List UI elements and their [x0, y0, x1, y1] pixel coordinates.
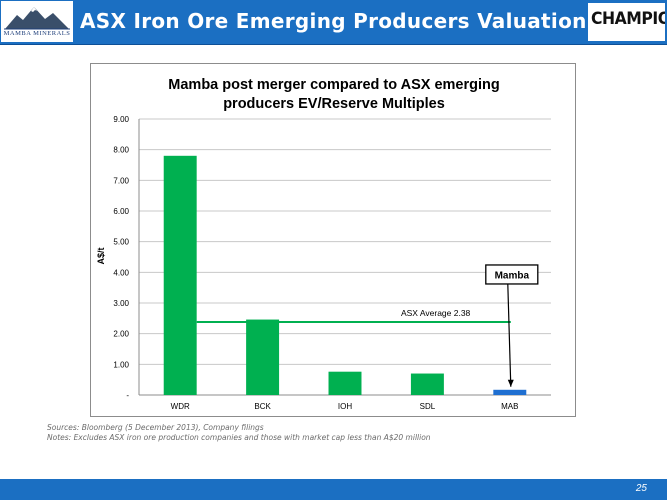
bars [163, 155, 527, 395]
callout-arrow-line [507, 283, 512, 387]
bar-ioh [328, 371, 362, 395]
y-tick-label: 4.00 [113, 268, 129, 277]
x-tick-label: BCK [254, 402, 271, 411]
callout-box [485, 264, 539, 285]
bar-mab [493, 389, 527, 395]
sources-notes: Sources: Bloomberg (5 December 2013), Co… [47, 423, 431, 443]
sources-text: Sources: Bloomberg (5 December 2013), Co… [47, 423, 264, 432]
chart-frame: Mamba post merger compared to ASX emergi… [90, 63, 576, 417]
mountain-logo-icon [4, 7, 70, 30]
bar-sdl [410, 373, 444, 395]
callout-arrow-head-icon [507, 379, 514, 387]
x-tick-label: IOH [338, 402, 352, 411]
y-axis-label: A$/t [96, 247, 106, 264]
mamba-minerals-logo: MAMBA MINERALS [1, 1, 73, 42]
reference-line-group: ASX Average 2.38 [196, 308, 511, 324]
gridlines [139, 118, 551, 365]
callout-group: Mamba [485, 264, 539, 387]
page-title: ASX Iron Ore Emerging Producers Valuatio… [80, 9, 587, 33]
y-tick-label: 9.00 [113, 115, 129, 124]
notes-text: Notes: Excludes ASX iron ore production … [47, 433, 431, 442]
mamba-minerals-logo-text: MAMBA MINERALS [3, 30, 71, 37]
x-tick-label: SDL [420, 402, 436, 411]
y-tick-label: 1.00 [113, 360, 129, 369]
y-tick-label: 8.00 [113, 146, 129, 155]
bar-bck [246, 319, 280, 395]
page-number: 25 [635, 483, 647, 494]
ev-reserve-bar-chart: Mamba post merger compared to ASX emergi… [96, 77, 551, 411]
champion-logo: CHAMPION [588, 3, 665, 41]
x-tick-label: WDR [171, 402, 190, 411]
y-tick-label: - [126, 391, 129, 400]
y-tick-label: 6.00 [113, 207, 129, 216]
bar-wdr [163, 155, 197, 395]
x-tick-label: MAB [501, 402, 518, 411]
y-tick-label: 2.00 [113, 330, 129, 339]
chart-title-line-1: Mamba post merger compared to ASX emergi… [168, 77, 499, 93]
y-tick-label: 3.00 [113, 299, 129, 308]
y-tick-label: 7.00 [113, 176, 129, 185]
footer-bar: 25 [0, 479, 667, 500]
y-tick-label: 5.00 [113, 238, 129, 247]
callout-label: Mamba [495, 270, 530, 281]
chart-title-line-2: producers EV/Reserve Multiples [223, 96, 445, 112]
average-reference-label: ASX Average 2.38 [401, 308, 471, 318]
header-bar: MAMBA MINERALS ASX Iron Ore Emerging Pro… [0, 0, 667, 45]
champion-logo-text: CHAMPION [591, 9, 665, 29]
